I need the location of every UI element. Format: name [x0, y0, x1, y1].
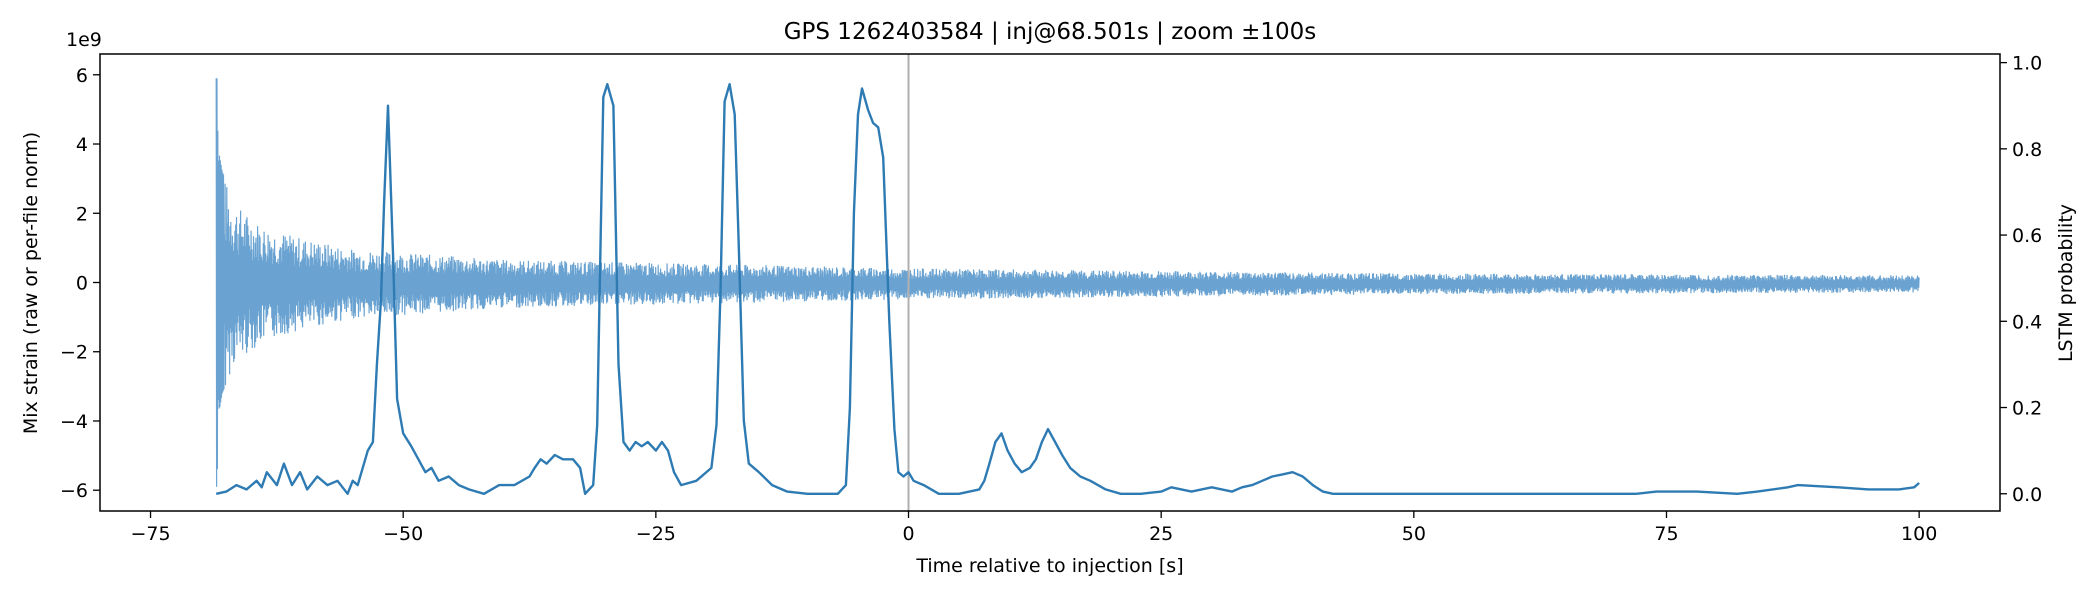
y-tick-label-left: −6 [60, 480, 88, 502]
x-tick-label: 50 [1402, 523, 1426, 545]
strain-series [215, 78, 1920, 487]
x-tick-label: −50 [383, 523, 423, 545]
x-tick-label: −25 [636, 523, 676, 545]
chart-title: GPS 1262403584 | inj@68.501s | zoom ±100… [784, 19, 1317, 45]
y-tick-label-right: 1.0 [2012, 53, 2042, 75]
x-tick-label: 0 [902, 523, 914, 545]
y-tick-label-left: 4 [76, 134, 88, 156]
probability-line [215, 83, 1920, 495]
x-tick-label: 100 [1901, 523, 1937, 545]
y-tick-label-left: −2 [60, 342, 88, 364]
strain-line [215, 78, 1920, 487]
x-tick-label: 25 [1149, 523, 1173, 545]
y-axis-right-label: LSTM probability [2055, 204, 2077, 362]
x-axis-label: Time relative to injection [s] [915, 555, 1183, 577]
y-tick-label-left: −4 [60, 411, 88, 433]
y-tick-label-left: 2 [76, 203, 88, 225]
x-tick-label: −75 [130, 523, 170, 545]
y-tick-label-left: 0 [76, 273, 88, 295]
y-tick-label-right: 0.8 [2012, 139, 2042, 161]
y-axis-left-ticks: −6 −4 −2 0 2 4 6 [60, 65, 100, 502]
y-tick-label-right: 0.0 [2012, 484, 2042, 506]
y-axis-left-label: Mix strain (raw or per-file norm) [20, 132, 42, 434]
y-axis-right-ticks: 0.0 0.2 0.4 0.6 0.8 1.0 [2000, 53, 2042, 506]
y-axis-left-offset-label: 1e9 [66, 29, 102, 51]
y-tick-label-left: 6 [76, 65, 88, 87]
x-tick-label: 75 [1654, 523, 1678, 545]
y-tick-label-right: 0.4 [2012, 311, 2042, 333]
probability-series [215, 83, 1920, 495]
y-tick-label-right: 0.6 [2012, 225, 2042, 247]
x-axis-ticks: −75 −50 −25 0 25 50 75 100 [130, 511, 1937, 545]
y-tick-label-right: 0.2 [2012, 398, 2042, 420]
